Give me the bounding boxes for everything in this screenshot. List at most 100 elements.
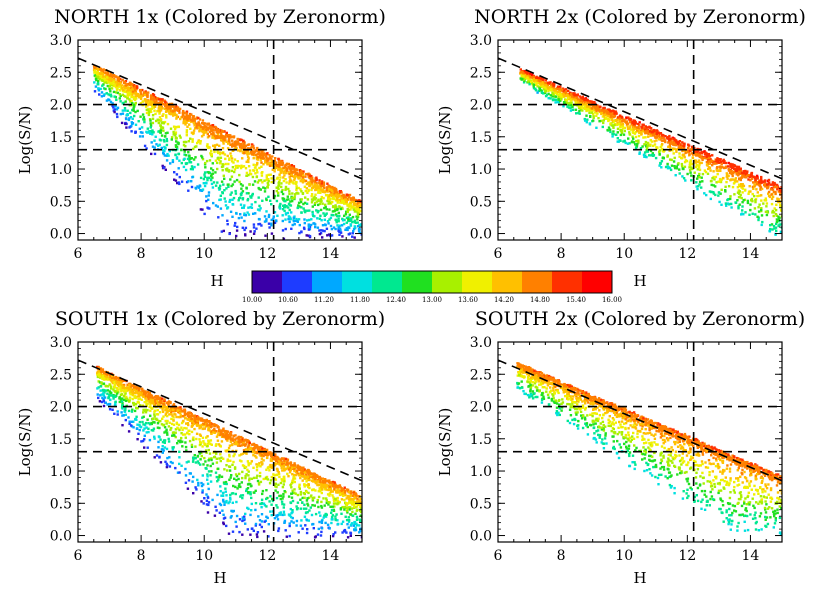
scatter-point — [541, 78, 545, 81]
scatter-point — [289, 200, 292, 203]
scatter-point — [304, 179, 308, 183]
scatter-point — [544, 84, 548, 87]
scatter-point — [185, 112, 188, 115]
scatter-point — [618, 115, 622, 118]
scatter-point — [584, 97, 588, 100]
scatter-point — [323, 191, 326, 194]
scatter-point — [159, 139, 162, 142]
scatter-point — [321, 224, 325, 227]
scatter-point — [199, 189, 202, 192]
scatter-point — [230, 169, 234, 173]
scatter-point — [280, 466, 283, 470]
scatter-point — [739, 178, 742, 182]
scatter-point — [610, 114, 613, 117]
scatter-point — [209, 480, 213, 483]
scatter-point — [684, 179, 687, 182]
scatter-point — [753, 207, 757, 210]
scatter-point — [586, 101, 590, 104]
scatter-point — [175, 105, 178, 108]
scatter-point — [135, 85, 139, 88]
scatter-point — [147, 91, 150, 94]
scatter-point — [628, 131, 631, 134]
scatter-point — [290, 164, 294, 167]
scatter-point — [332, 508, 335, 512]
scatter-point — [124, 87, 128, 90]
scatter-point — [226, 219, 229, 222]
scatter-point — [130, 99, 133, 102]
scatter-point — [124, 122, 127, 126]
scatter-point — [357, 208, 360, 211]
scatter-point — [598, 105, 602, 108]
scatter-point — [627, 137, 630, 140]
scatter-point — [265, 157, 268, 160]
scatter-point — [216, 205, 219, 208]
scatter-point — [96, 393, 99, 396]
scatter-point — [132, 86, 136, 89]
scatter-point — [221, 494, 225, 497]
scatter-point — [333, 189, 336, 193]
scatter-point — [201, 128, 205, 131]
scatter-point — [169, 407, 172, 410]
scatter-point — [741, 174, 744, 177]
scatter-point — [544, 82, 547, 85]
scatter-point — [760, 207, 763, 210]
scatter-point — [281, 192, 285, 196]
scatter-point — [151, 130, 154, 133]
scatter-point — [165, 143, 169, 147]
scatter-point — [616, 118, 619, 122]
scatter-point — [257, 179, 261, 182]
scatter-point — [606, 109, 610, 113]
scatter-point — [773, 185, 776, 189]
scatter-point — [105, 92, 108, 95]
scatter-point — [541, 80, 544, 84]
scatter-point — [590, 107, 594, 110]
scatter-point — [244, 214, 247, 217]
scatter-point — [164, 135, 167, 138]
scatter-point — [631, 130, 634, 133]
scatter-point — [760, 181, 763, 184]
scatter-point — [151, 133, 154, 136]
scatter-point — [93, 66, 96, 69]
scatter-point — [332, 496, 335, 499]
scatter-point — [124, 100, 127, 103]
scatter-point — [330, 187, 333, 190]
scatter-point — [666, 162, 669, 166]
scatter-point — [108, 393, 111, 397]
scatter-point — [310, 195, 313, 198]
scatter-point — [254, 212, 257, 215]
scatter-point — [597, 117, 600, 120]
scatter-point — [231, 203, 234, 206]
scatter-point — [737, 205, 740, 208]
scatter-point — [660, 166, 663, 169]
scatter-point — [126, 89, 129, 93]
scatter-point — [269, 156, 272, 159]
scatter-point — [645, 149, 648, 152]
scatter-point — [311, 205, 314, 208]
scatter-point — [552, 89, 556, 92]
scatter-point — [218, 198, 221, 202]
scatter-point — [166, 152, 169, 156]
scatter-point — [637, 134, 641, 138]
scatter-point — [200, 189, 204, 192]
scatter-point — [182, 165, 186, 169]
scatter-point — [700, 186, 703, 189]
scatter-point — [131, 90, 135, 93]
scatter-point — [582, 100, 585, 103]
x-tick-label: 14 — [742, 246, 760, 262]
scatter-point — [544, 87, 547, 91]
scatter-point — [187, 116, 191, 119]
scatter-point — [649, 149, 653, 153]
scatter-point — [558, 90, 562, 93]
scatter-point — [224, 200, 227, 203]
scatter-point — [211, 135, 214, 138]
scatter-point — [214, 444, 218, 447]
scatter-point — [290, 496, 294, 499]
scatter-point — [327, 488, 330, 492]
scatter-point — [607, 108, 611, 111]
scatter-point — [236, 149, 240, 152]
scatter-point — [267, 157, 270, 160]
scatter-point — [164, 168, 167, 171]
scatter-point — [714, 193, 717, 197]
scatter-point — [270, 180, 273, 184]
scatter-point — [703, 192, 706, 195]
